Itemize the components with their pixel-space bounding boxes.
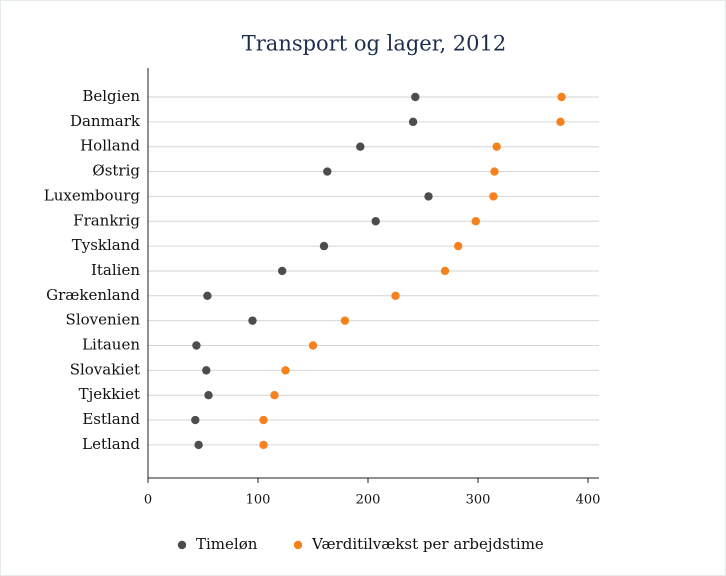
dot	[281, 366, 290, 375]
dot	[270, 391, 279, 400]
y-tick-label: Italien	[91, 261, 140, 279]
y-tick-label: Litauen	[82, 336, 140, 354]
dot	[556, 117, 565, 127]
dot	[340, 316, 350, 325]
dot	[557, 92, 566, 102]
dot	[192, 341, 201, 350]
dot	[440, 266, 450, 276]
y-tick-label: Slovenien	[66, 311, 141, 329]
y-tick-label: Letland	[82, 435, 140, 453]
x-tick-label: 100	[246, 493, 271, 508]
dot	[489, 192, 498, 201]
dot	[391, 291, 400, 300]
dot	[259, 415, 268, 425]
dot	[278, 266, 287, 276]
dot	[454, 241, 463, 251]
dot	[323, 167, 332, 176]
dot	[194, 440, 203, 450]
dot	[191, 415, 200, 425]
y-tick-label: Frankrig	[73, 211, 140, 229]
dot	[411, 92, 420, 102]
legend-marker	[293, 540, 303, 550]
y-tick-label: Holland	[80, 137, 140, 155]
y-tick-label: Tyskland	[72, 236, 141, 254]
dot	[202, 366, 211, 375]
dot	[490, 167, 499, 176]
dot	[308, 341, 318, 350]
x-tick-label: 300	[466, 493, 491, 508]
y-tick-label: Luxembourg	[44, 186, 141, 204]
legend-label: Timeløn	[196, 535, 258, 553]
y-tick-label: Slovakiet	[70, 360, 140, 378]
dot	[408, 117, 418, 127]
dot	[371, 217, 380, 226]
dot	[319, 241, 329, 251]
dot	[203, 291, 212, 300]
y-tick-label: Estland	[82, 410, 140, 428]
x-tick-label: 400	[576, 493, 601, 508]
legend-marker	[177, 540, 187, 550]
y-tick-label: Grækenland	[46, 286, 140, 304]
y-tick-label: Danmark	[70, 112, 141, 130]
x-tick-label: 0	[144, 493, 152, 508]
dot	[492, 142, 501, 151]
y-tick-label: Belgien	[82, 87, 140, 105]
dot	[248, 316, 257, 325]
dot	[471, 217, 480, 226]
y-tick-label: Østrig	[92, 162, 140, 180]
legend-label: Værditilvækst per arbejdstime	[311, 535, 544, 553]
dot	[356, 142, 365, 151]
x-tick-label: 200	[356, 493, 381, 508]
y-tick-label: Tjekkiet	[79, 385, 140, 403]
dot	[259, 440, 268, 450]
chart-title: Transport og lager, 2012	[242, 32, 507, 56]
dot	[204, 391, 213, 400]
dot	[424, 192, 433, 201]
